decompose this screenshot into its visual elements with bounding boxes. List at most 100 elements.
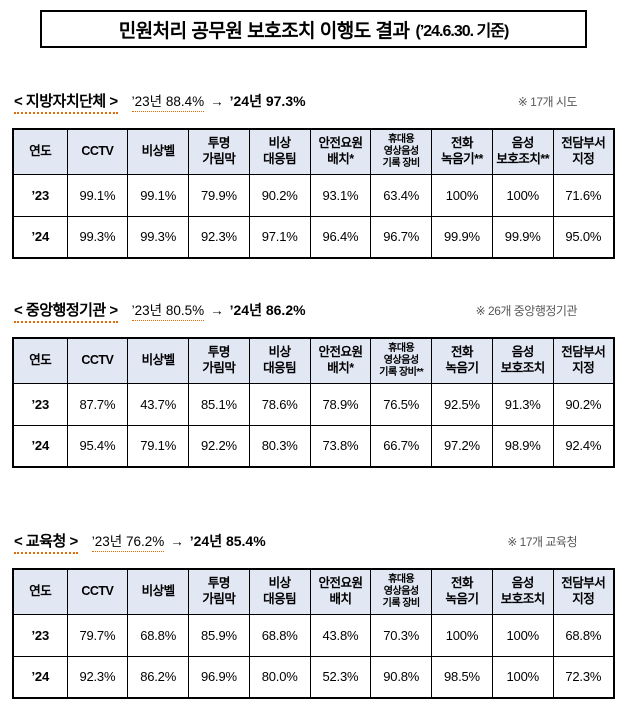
value-cell: 85.1% [188, 382, 250, 426]
arrow-right-icon: → [170, 534, 184, 549]
value-cell: 99.3% [66, 215, 129, 259]
value-cell: 92.4% [552, 424, 615, 468]
value-cell: 52.3% [309, 655, 372, 699]
column-header: 투명 가림막 [188, 337, 250, 384]
value-cell: 95.4% [66, 424, 129, 468]
value-cell: 80.3% [248, 424, 311, 468]
column-header: 연도 [12, 337, 68, 384]
value-cell: 66.7% [370, 424, 433, 468]
column-header: 연도 [12, 568, 68, 615]
column-header: 비상벨 [127, 337, 190, 384]
column-header: 비상벨 [127, 128, 190, 175]
column-header: 휴대용 영상음성 기록 장비 [370, 568, 433, 615]
section: < 지방자치단체 > ’23년 88.4% → ’24년 97.3% ※ 17개… [12, 90, 615, 259]
table-row: ’23 99.1% 99.1% 79.9% 90.2% 93.1% 63.4% 100% 100… [12, 173, 615, 217]
sections-container: < 지방자치단체 > ’23년 88.4% → ’24년 97.3% ※ 17개… [12, 90, 615, 699]
value-cell: 73.8% [309, 424, 372, 468]
year-cell: ’24 [12, 215, 68, 259]
value-cell: 78.6% [248, 382, 311, 426]
previous-year-rate: ’23년 88.4% [131, 90, 205, 112]
column-header: 안전요원 배치* [309, 128, 372, 175]
value-cell: 91.3% [491, 382, 554, 426]
column-header: 투명 가림막 [188, 568, 250, 615]
value-cell: 99.1% [127, 173, 190, 217]
column-header: 전화 녹음기 [431, 568, 493, 615]
table-body: ’23 87.7% 43.7% 85.1% 78.6% 78.9% 76.5% 92.5% 91… [12, 382, 615, 468]
value-cell: 86.2% [127, 655, 190, 699]
column-header: 비상 대응팀 [248, 568, 311, 615]
table-body: ’23 79.7% 68.8% 85.9% 68.8% 43.8% 70.3% 100% 100… [12, 613, 615, 699]
section-heading: < 교육청 > ’23년 76.2% → ’24년 85.4% ※ 17개 교육… [12, 530, 615, 554]
previous-year-rate: ’23년 80.5% [131, 299, 205, 321]
previous-year-rate: ’23년 76.2% [91, 530, 165, 552]
value-cell: 79.9% [188, 173, 250, 217]
value-cell: 99.1% [66, 173, 129, 217]
value-cell: 90.2% [248, 173, 311, 217]
value-cell: 43.7% [127, 382, 190, 426]
current-year-rate: ’24년 86.2% [229, 302, 306, 318]
column-header: 투명 가림막 [188, 128, 250, 175]
value-cell: 85.9% [188, 613, 250, 657]
year-cell: ’23 [12, 382, 68, 426]
value-cell: 96.4% [309, 215, 372, 259]
table-header: 연도 CCTV 비상벨 투명 가림막 비상 대응팀 안전요원 배치* 휴대용 영상음성 기록… [12, 128, 615, 175]
column-header: 음성 보호조치 [491, 337, 554, 384]
value-cell: 97.1% [248, 215, 311, 259]
value-cell: 90.8% [370, 655, 433, 699]
year-cell: ’24 [12, 424, 68, 468]
column-header: 음성 보호조치** [491, 128, 554, 175]
value-cell: 72.3% [552, 655, 615, 699]
year-cell: ’23 [12, 173, 68, 217]
column-header: 안전요원 배치 [309, 568, 372, 615]
table-row: ’24 92.3% 86.2% 96.9% 80.0% 52.3% 90.8% 98.5% 10… [12, 655, 615, 699]
value-cell: 97.2% [431, 424, 493, 468]
table-header: 연도 CCTV 비상벨 투명 가림막 비상 대응팀 안전요원 배치* 휴대용 영상음성 기록… [12, 337, 615, 384]
document-title: 민원처리 공무원 보호조치 이행도 결과 [118, 20, 410, 42]
value-cell: 99.9% [491, 215, 554, 259]
arrow-right-icon: → [210, 303, 224, 318]
value-cell: 98.9% [491, 424, 554, 468]
document-title-date: (’24.6.30. 기준) [415, 23, 509, 40]
section-heading: < 지방자치단체 > ’23년 88.4% → ’24년 97.3% ※ 17개… [12, 90, 615, 114]
section-note: ※ 26개 중앙행정기관 [475, 304, 578, 318]
section-title: < 교육청 > [14, 530, 78, 554]
table-body: ’23 99.1% 99.1% 79.9% 90.2% 93.1% 63.4% 100% 100… [12, 173, 615, 259]
section-title: < 지방자치단체 > [14, 90, 118, 114]
value-cell: 92.2% [188, 424, 250, 468]
value-cell: 79.7% [66, 613, 129, 657]
value-cell: 68.8% [552, 613, 615, 657]
arrow-right-icon: → [210, 94, 224, 109]
table-row: ’23 79.7% 68.8% 85.9% 68.8% 43.8% 70.3% 100% 100… [12, 613, 615, 657]
value-cell: 98.5% [431, 655, 493, 699]
value-cell: 99.9% [431, 215, 493, 259]
value-cell: 68.8% [127, 613, 190, 657]
value-cell: 99.3% [127, 215, 190, 259]
current-year-rate: ’24년 97.3% [229, 93, 306, 109]
section-heading: < 중앙행정기관 > ’23년 80.5% → ’24년 86.2% ※ 26개… [12, 299, 615, 323]
table-header: 연도 CCTV 비상벨 투명 가림막 비상 대응팀 안전요원 배치 휴대용 영상음성 기록 … [12, 568, 615, 615]
value-cell: 87.7% [66, 382, 129, 426]
value-cell: 76.5% [370, 382, 433, 426]
value-cell: 100% [491, 173, 554, 217]
header-row: 연도 CCTV 비상벨 투명 가림막 비상 대응팀 안전요원 배치 휴대용 영상음성 기록 … [12, 568, 615, 615]
value-cell: 70.3% [370, 613, 433, 657]
value-cell: 90.2% [552, 382, 615, 426]
results-table: 연도 CCTV 비상벨 투명 가림막 비상 대응팀 안전요원 배치 휴대용 영상음성 기록 … [12, 568, 615, 699]
value-cell: 71.6% [552, 173, 615, 217]
column-header: 비상 대응팀 [248, 337, 311, 384]
section: < 교육청 > ’23년 76.2% → ’24년 85.4% ※ 17개 교육… [12, 530, 615, 699]
section-note: ※ 17개 시도 [517, 95, 578, 109]
results-table: 연도 CCTV 비상벨 투명 가림막 비상 대응팀 안전요원 배치* 휴대용 영상음성 기록… [12, 337, 615, 468]
value-cell: 100% [491, 655, 554, 699]
section: < 중앙행정기관 > ’23년 80.5% → ’24년 86.2% ※ 26개… [12, 299, 615, 468]
value-cell: 100% [431, 173, 493, 217]
current-year-rate: ’24년 85.4% [189, 533, 266, 549]
value-cell: 100% [431, 613, 493, 657]
value-cell: 92.3% [188, 215, 250, 259]
column-header: 안전요원 배치* [309, 337, 372, 384]
section-note: ※ 17개 교육청 [507, 535, 577, 549]
column-header: 전담부서 지정 [552, 568, 615, 615]
column-header: 휴대용 영상음성 기록 장비** [370, 337, 433, 384]
value-cell: 63.4% [370, 173, 433, 217]
